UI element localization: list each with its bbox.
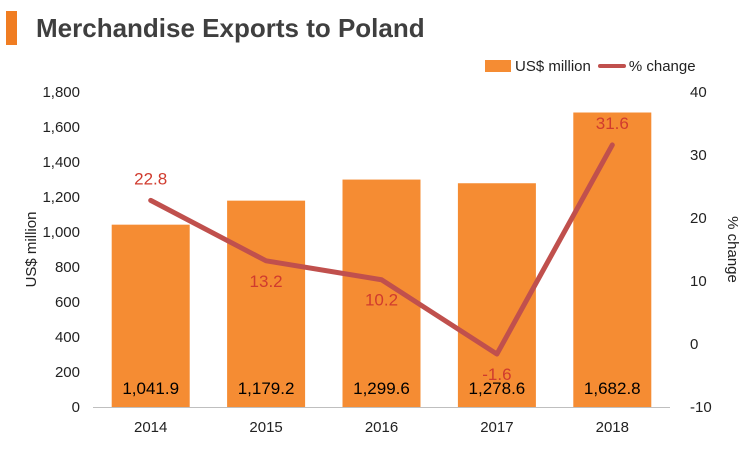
legend-label-bars: US$ million xyxy=(515,57,591,75)
y2-tick-label: 0 xyxy=(690,336,698,353)
bar-value-label: 1,041.9 xyxy=(122,379,179,398)
y-tick-label: 1,800 xyxy=(42,84,80,101)
y2-tick-label: -10 xyxy=(690,399,712,416)
y2-axis-label: % change xyxy=(724,216,741,283)
title-accent-bar xyxy=(6,11,17,45)
legend-label-line: % change xyxy=(628,57,696,75)
y-tick-label: 400 xyxy=(55,329,80,346)
bar-value-label: 1,179.2 xyxy=(238,379,295,398)
y-tick-label: 800 xyxy=(55,259,80,276)
pct-change-line xyxy=(148,142,615,357)
line-value-label: -1.6 xyxy=(482,365,511,384)
legend-line-swatch xyxy=(597,64,626,68)
y2-tick-label: 40 xyxy=(690,84,707,101)
line-value-label: 13.2 xyxy=(250,272,283,291)
y2-tick-label: 10 xyxy=(690,273,707,290)
bar xyxy=(457,183,536,407)
chart-title: Merchandise Exports to Poland xyxy=(36,13,425,43)
x-tick-label: 2014 xyxy=(134,419,167,436)
y-tick-label: 0 xyxy=(72,399,80,416)
line-value-label: 10.2 xyxy=(365,291,398,310)
x-tick-label: 2015 xyxy=(249,419,282,436)
bar-value-label: 1,278.6 xyxy=(469,379,526,398)
bar-value-label: 1,299.6 xyxy=(353,379,410,398)
line-value-label: 22.8 xyxy=(134,169,167,188)
y-tick-label: 1,200 xyxy=(42,189,80,206)
legend-bar-swatch xyxy=(485,60,511,72)
line-value-label: 31.6 xyxy=(596,114,629,133)
legend: US$ million % change xyxy=(485,56,696,76)
bar xyxy=(111,224,190,407)
x-tick-label: 2018 xyxy=(596,419,629,436)
bar-value-label: 1,682.8 xyxy=(584,379,641,398)
y2-tick-label: 30 xyxy=(690,147,707,164)
x-tick-label: 2016 xyxy=(365,419,398,436)
y-tick-label: 1,600 xyxy=(42,119,80,136)
bar xyxy=(227,200,306,407)
y-axis-label: US$ million xyxy=(23,212,40,288)
y-tick-label: 1,000 xyxy=(42,224,80,241)
y2-tick-label: 20 xyxy=(690,210,707,227)
y-tick-label: 600 xyxy=(55,294,80,311)
y-tick-label: 200 xyxy=(55,364,80,381)
bar xyxy=(573,112,652,407)
x-tick-label: 2017 xyxy=(480,419,513,436)
bar xyxy=(342,179,421,407)
y-tick-label: 1,400 xyxy=(42,154,80,171)
